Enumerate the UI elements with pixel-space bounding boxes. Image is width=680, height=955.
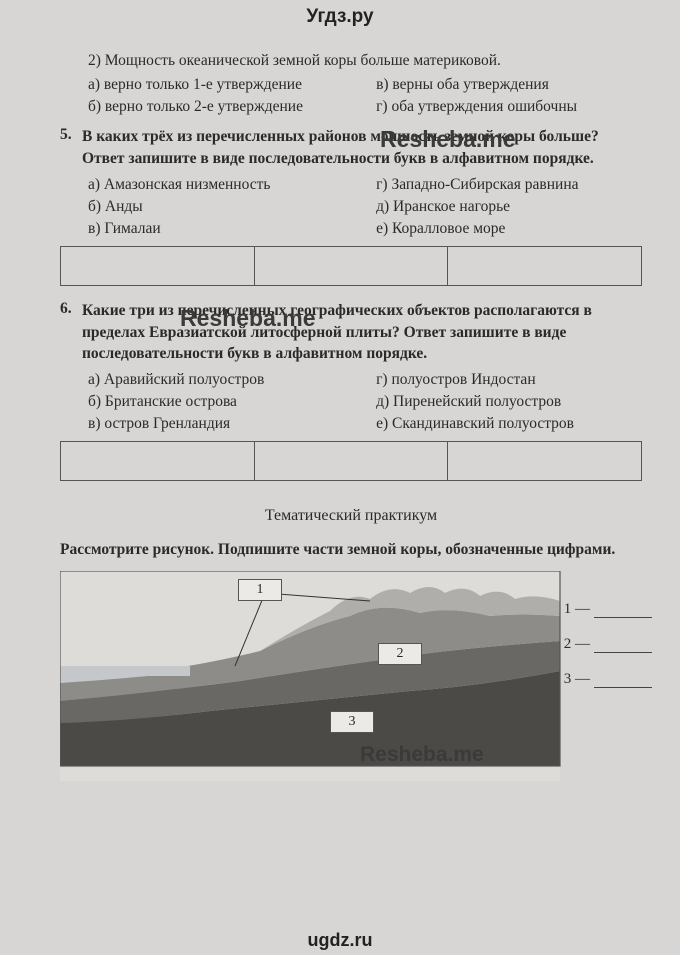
diagram-label-2: 2	[378, 643, 422, 665]
q5-number: 5.	[60, 126, 82, 169]
diagram-label-1: 1	[238, 579, 282, 601]
section-title: Тематический практикум	[60, 507, 642, 525]
practicum-instruction: Рассмотрите рисунок. Подпишите части зем…	[60, 539, 642, 561]
q6-text: Какие три из перечисленных географически…	[82, 300, 642, 365]
answer-cell[interactable]	[61, 442, 255, 480]
q5-row2: б) Анды д) Иранское нагорье	[60, 198, 642, 216]
q6-opt-e: е) Скандинавский полуостров	[376, 415, 642, 433]
answer-line-3[interactable]: 3 —	[564, 671, 652, 688]
crust-cross-section-svg	[60, 571, 650, 781]
q2-opt-v: в) верны оба утверждения	[376, 76, 642, 94]
q5-opt-g: г) Западно-Сибирская равнина	[376, 176, 642, 194]
q2-opt-a: а) верно только 1-е утверждение	[88, 76, 376, 94]
q2-opt-g: г) оба утверждения ошибочны	[376, 98, 642, 116]
q6-opt-v: в) остров Гренландия	[88, 415, 376, 433]
q6-opt-b: б) Британские острова	[88, 393, 376, 411]
answer-line-2[interactable]: 2 —	[564, 636, 652, 653]
answer-cell[interactable]	[255, 442, 449, 480]
site-footer: ugdz.ru	[0, 930, 680, 951]
q5-text: В каких трёх из перечисленных районов мо…	[82, 126, 642, 169]
q5-row1: а) Амазонская низменность г) Западно-Сиб…	[60, 176, 642, 194]
q6-row1: а) Аравийский полуостров г) полуостров И…	[60, 371, 642, 389]
q5-opt-v: в) Гималаи	[88, 220, 376, 238]
answer-cell[interactable]	[61, 247, 255, 285]
answer-cell[interactable]	[448, 247, 641, 285]
answer-label-2: 2 —	[564, 636, 590, 652]
page-content: 2) Мощность океанической земной коры бол…	[0, 38, 680, 781]
answer-line-1[interactable]: 1 —	[564, 601, 652, 618]
q6-number: 6.	[60, 300, 82, 365]
q6-row3: в) остров Гренландия е) Скандинавский по…	[60, 415, 642, 433]
q5-opt-d: д) Иранское нагорье	[376, 198, 642, 216]
q2-options-row2: б) верно только 2-е утверждение г) оба у…	[60, 98, 642, 116]
crust-diagram: 1 2 3 1 — 2 — 3 — Resheba.me	[60, 571, 650, 781]
q6-opt-g: г) полуостров Индостан	[376, 371, 642, 389]
q5-row3: в) Гималаи е) Коралловое море	[60, 220, 642, 238]
q5-opt-e: е) Коралловое море	[376, 220, 642, 238]
answer-label-3: 3 —	[564, 671, 590, 687]
diagram-label-3: 3	[330, 711, 374, 733]
q5-opt-a: а) Амазонская низменность	[88, 176, 376, 194]
answer-cell[interactable]	[255, 247, 449, 285]
answer-label-1: 1 —	[564, 601, 590, 617]
answer-cell[interactable]	[448, 442, 641, 480]
q2-opt-b: б) верно только 2-е утверждение	[88, 98, 376, 116]
q5-opt-b: б) Анды	[88, 198, 376, 216]
q6-row2: б) Британские острова д) Пиренейский пол…	[60, 393, 642, 411]
q2-statement: 2) Мощность океанической земной коры бол…	[60, 50, 642, 72]
q6-opt-a: а) Аравийский полуостров	[88, 371, 376, 389]
q6-answer-grid[interactable]	[60, 441, 642, 481]
q6: 6. Какие три из перечисленных географиче…	[60, 300, 642, 365]
q6-opt-d: д) Пиренейский полуостров	[376, 393, 642, 411]
diagram-answer-lines: 1 — 2 — 3 —	[564, 601, 652, 706]
q2-options-row1: а) верно только 1-е утверждение в) верны…	[60, 76, 642, 94]
q5: 5. В каких трёх из перечисленных районов…	[60, 126, 642, 169]
site-header: Угдз.ру	[0, 0, 680, 38]
q5-answer-grid[interactable]	[60, 246, 642, 286]
